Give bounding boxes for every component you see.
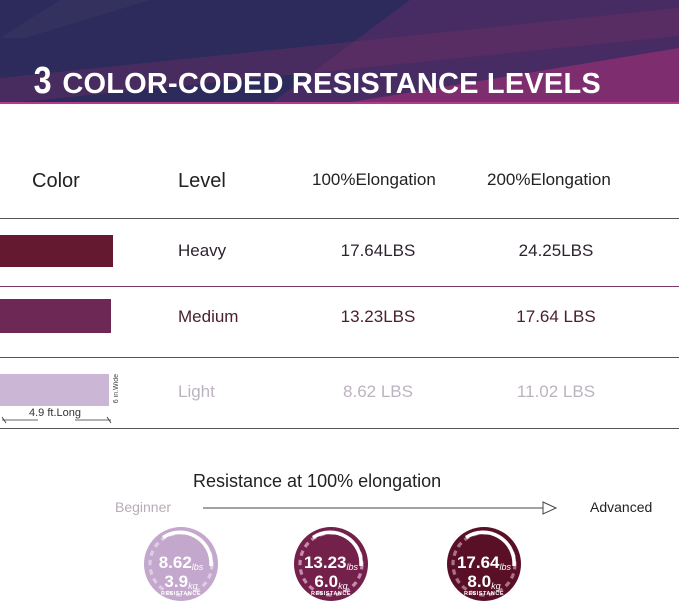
svg-text:RESISTANCE: RESISTANCE bbox=[464, 591, 504, 597]
svg-text:RESISTANCE: RESISTANCE bbox=[161, 591, 201, 597]
svg-text:RESISTANCE: RESISTANCE bbox=[311, 591, 351, 597]
